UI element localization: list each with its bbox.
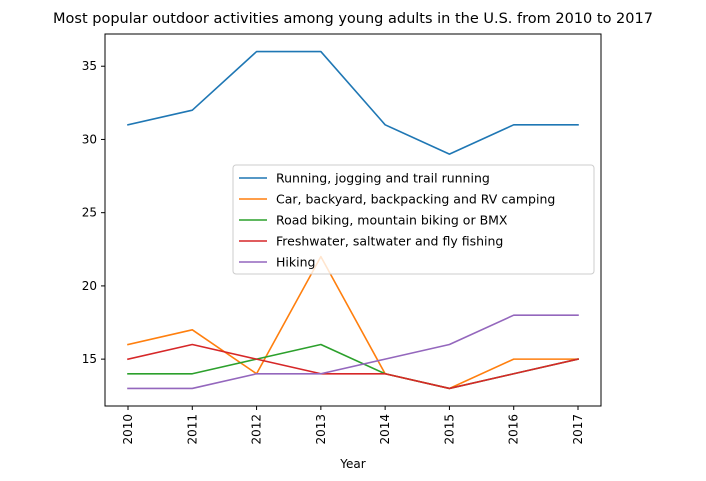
plot-frame (104, 33, 602, 407)
x-tick-label-5: 2015 (442, 414, 456, 445)
chart-title: Most popular outdoor activities among yo… (53, 11, 653, 27)
y-tick-label-4: 35 (82, 59, 97, 73)
legend: Running, jogging and trail running Car, b… (232, 164, 595, 275)
x-tick-label-6: 2016 (507, 414, 521, 445)
y-tick-label-2: 25 (82, 206, 97, 220)
x-tick-label-1: 2011 (185, 414, 199, 445)
x-tick-label-7: 2017 (571, 414, 585, 445)
series-line-1 (127, 255, 579, 390)
legend-box (232, 164, 595, 275)
x-tick-label-2: 2012 (250, 414, 264, 445)
x-axis-label: Year (339, 457, 365, 471)
y-tick-label-3: 30 (82, 132, 97, 146)
legend-label-2: Road biking, mountain biking or BMX (276, 213, 508, 228)
legend-label-4: Hiking (276, 255, 315, 270)
y-tick-label-0: 15 (82, 352, 97, 366)
series-line-3 (127, 343, 579, 390)
legend-label-3: Freshwater, saltwater and fly fishing (276, 234, 503, 249)
series-line-0 (127, 50, 579, 155)
legend-label-0: Running, jogging and trail running (276, 171, 490, 186)
series-line-4 (127, 314, 579, 390)
legend-label-1: Car, backyard, backpacking and RV campin… (276, 192, 555, 207)
x-tick-label-0: 2010 (121, 414, 135, 445)
y-tick-label-1: 20 (82, 279, 97, 293)
x-tick-label-3: 2013 (314, 414, 328, 445)
plot-area: 15 20 25 30 35 2010 2011 2012 2013 2014 2015 2016 20… (82, 33, 602, 445)
x-tick-label-4: 2014 (378, 414, 392, 445)
